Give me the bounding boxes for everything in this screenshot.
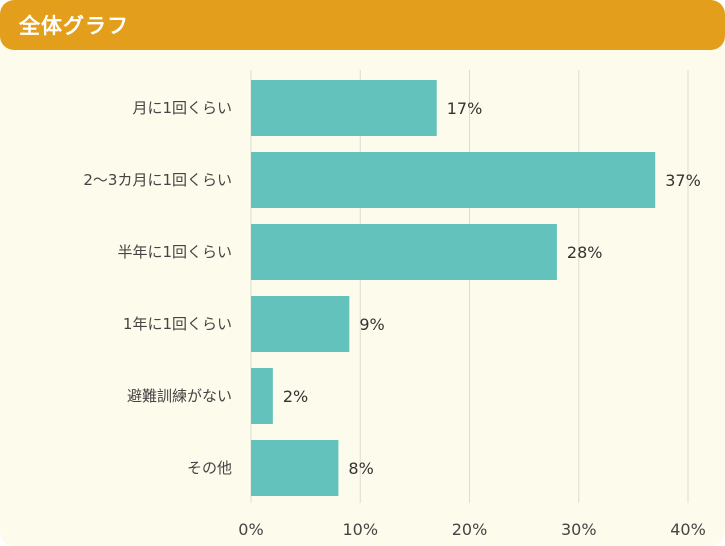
bar [251,368,273,424]
header-bar: 全体グラフ [0,0,725,50]
value-label: 8% [348,459,373,478]
x-tick-label: 30% [561,520,597,539]
bar [251,440,339,496]
category-label: 月に1回くらい [132,99,232,117]
value-label: 17% [447,99,483,118]
x-tick-label: 40% [670,520,706,539]
x-tick-label: 0% [238,520,263,539]
value-label: 2% [283,387,308,406]
value-label: 28% [567,243,603,262]
x-tick-label: 20% [452,520,488,539]
x-tick-label: 10% [342,520,378,539]
chart-header-title: 全体グラフ [19,14,129,38]
value-label: 37% [665,171,701,190]
category-label: 避難訓練がない [127,387,232,405]
category-label: 1年に1回くらい [123,315,232,333]
bar [251,152,656,208]
category-label: 半年に1回くらい [117,243,232,261]
bar [251,296,350,352]
value-label: 9% [359,315,384,334]
bar [251,80,437,136]
category-label: その他 [187,459,232,477]
category-label: 2～3カ月に1回くらい [83,171,232,189]
bar [251,224,557,280]
